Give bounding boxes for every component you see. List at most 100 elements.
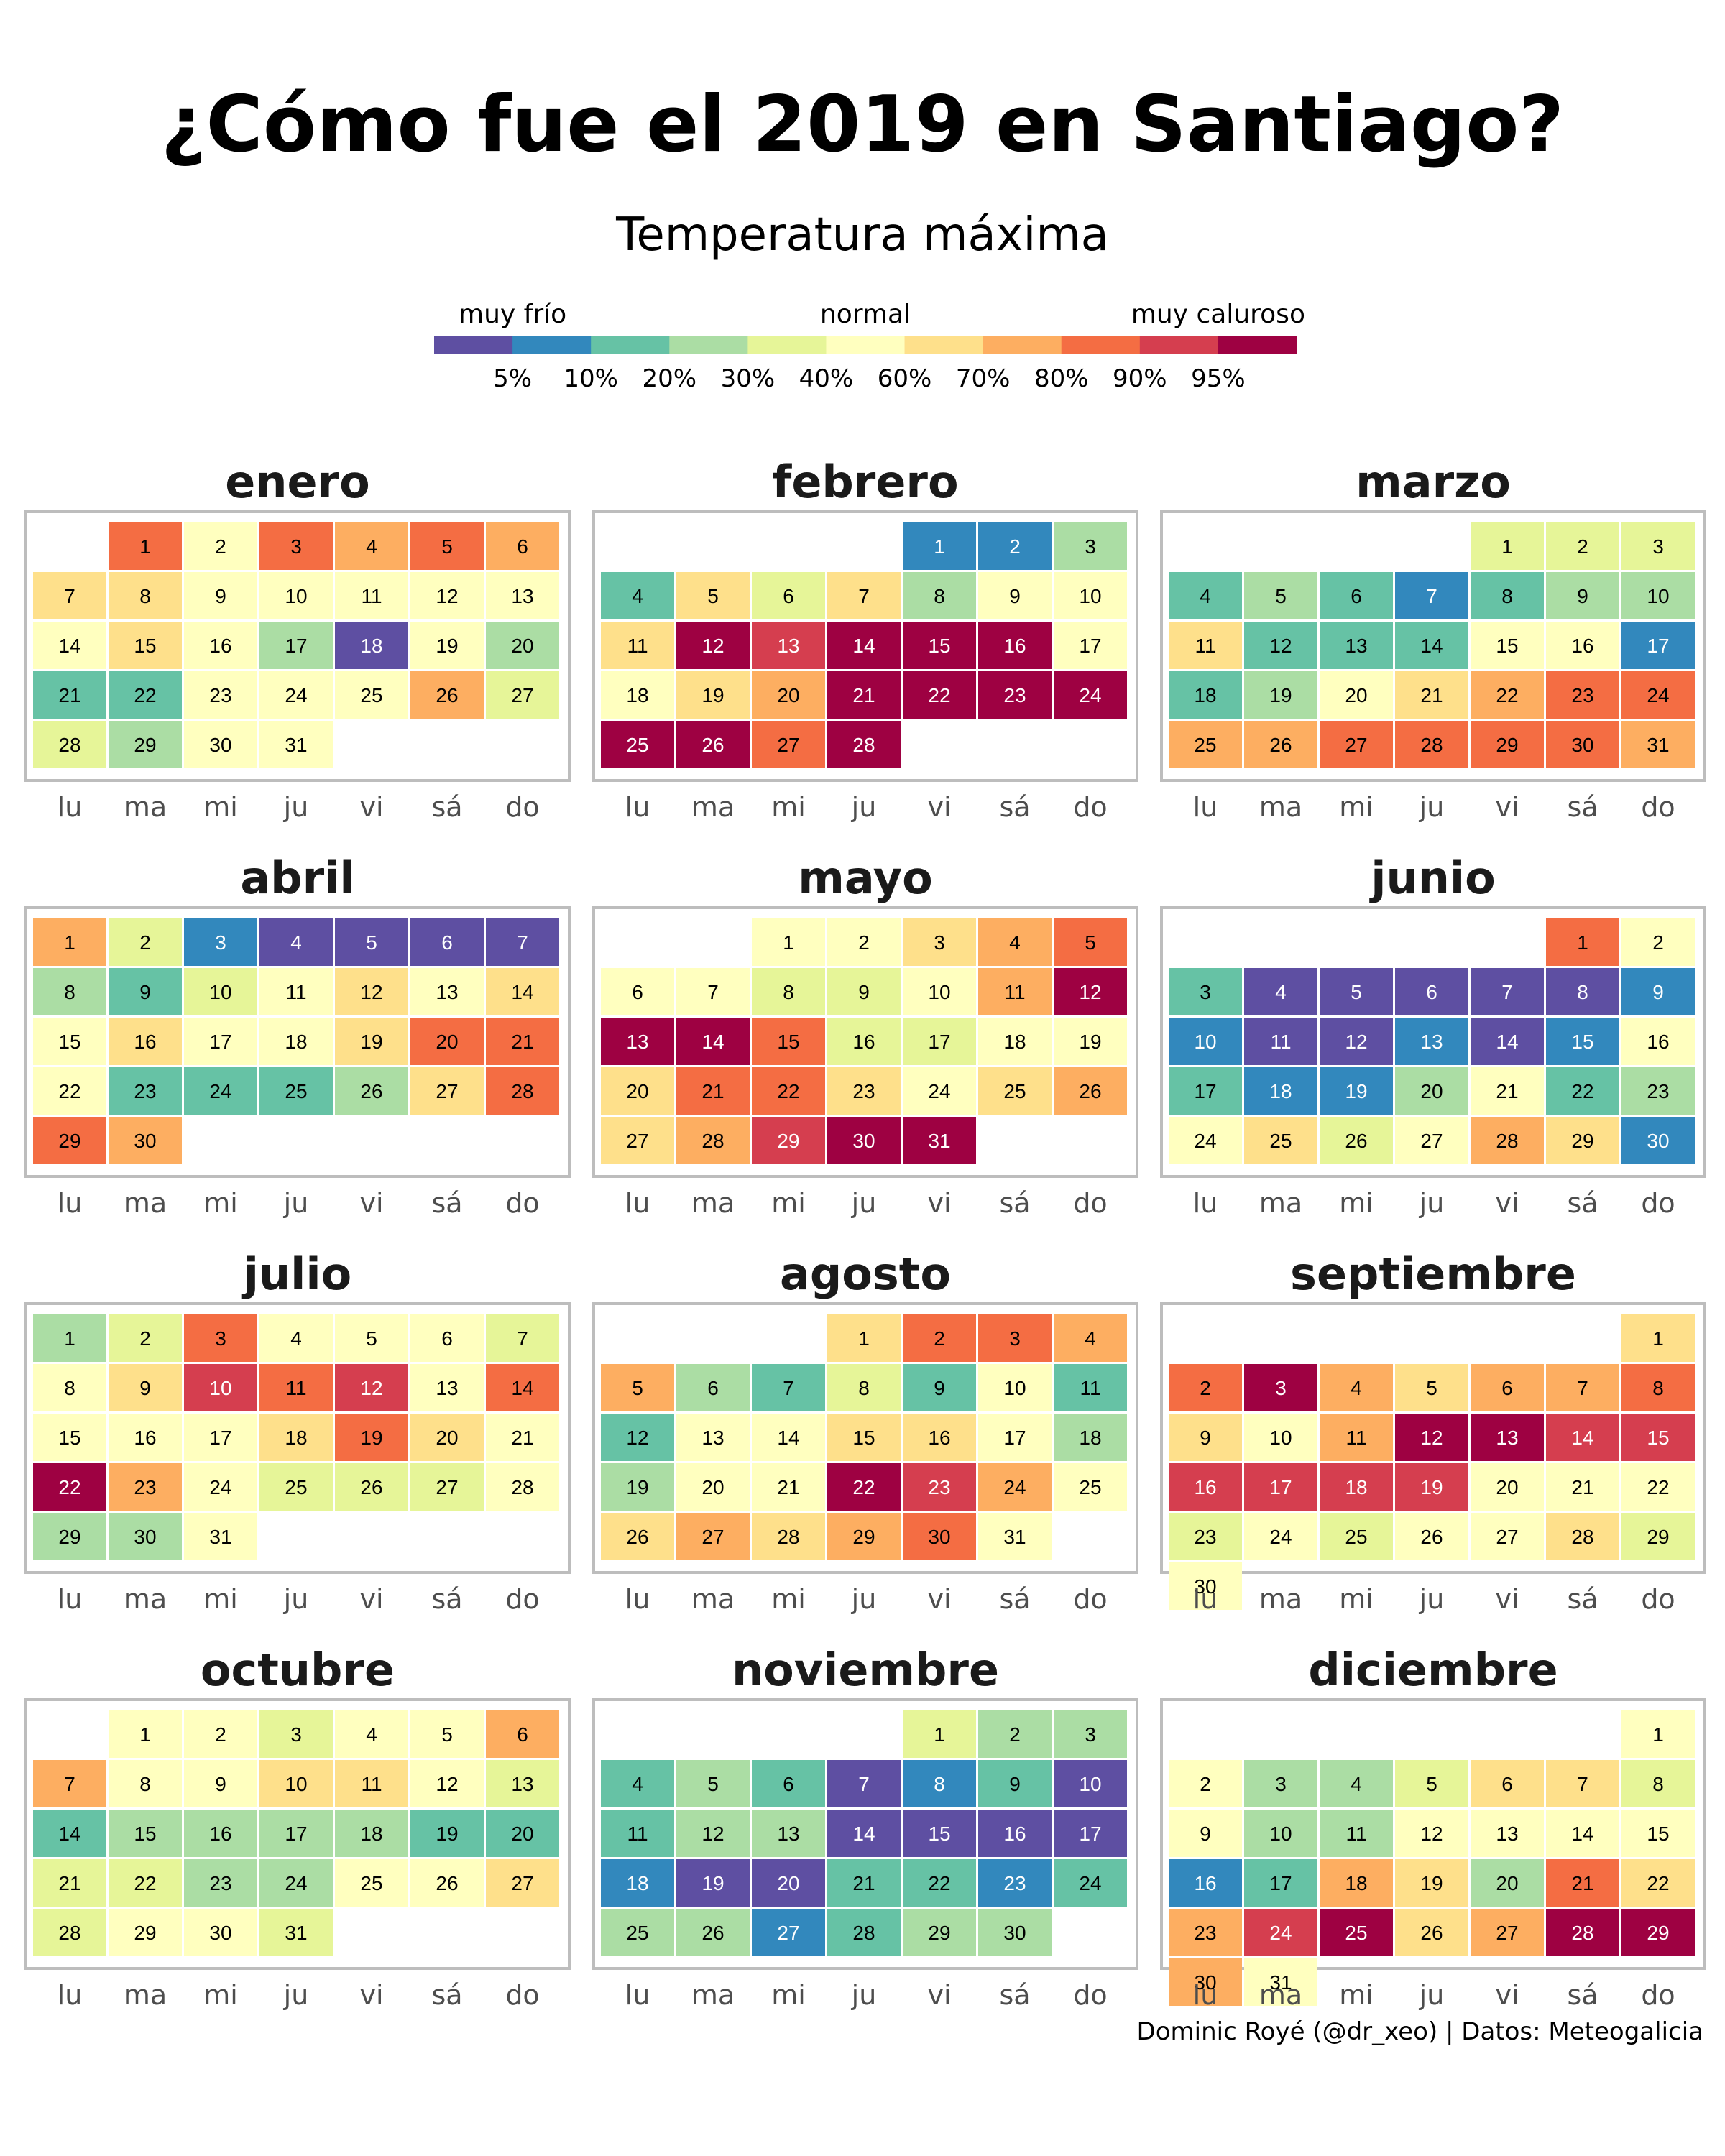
day-cell (1244, 671, 1317, 719)
day-number: 1 (64, 1327, 75, 1350)
day-number: 19 (1269, 684, 1292, 706)
day-number: 11 (361, 585, 382, 607)
day-cell (410, 572, 484, 619)
day-number: 17 (1269, 1476, 1292, 1498)
day-cell (1169, 1364, 1242, 1411)
day-number: 11 (285, 981, 306, 1003)
day-number: 9 (1652, 981, 1664, 1003)
day-number: 22 (852, 1476, 875, 1498)
day-cell (1244, 1364, 1317, 1411)
day-number: 19 (702, 1872, 724, 1894)
day-cell (676, 622, 750, 669)
day-number: 9 (215, 585, 226, 607)
day-number: 19 (360, 1031, 382, 1053)
weekday-label: vi (1495, 1187, 1519, 1219)
day-cell (109, 721, 182, 768)
day-number: 8 (934, 1773, 945, 1795)
day-cell (601, 1513, 674, 1560)
day-cell (978, 1710, 1052, 1758)
day-number: 9 (139, 1377, 151, 1399)
day-number: 18 (626, 684, 648, 706)
day-cell (827, 1859, 901, 1907)
day-number: 3 (1275, 1773, 1287, 1795)
day-cell (33, 1314, 106, 1362)
day-number: 8 (783, 981, 794, 1003)
day-number: 2 (1200, 1773, 1211, 1795)
day-number: 2 (1652, 931, 1664, 954)
day-number: 20 (1496, 1872, 1518, 1894)
day-number: 25 (626, 1922, 648, 1944)
legend-tick-label: 80% (1034, 364, 1089, 393)
day-number: 27 (511, 684, 533, 706)
day-number: 2 (1009, 1723, 1021, 1746)
day-cell (33, 1810, 106, 1857)
day-cell (109, 1760, 182, 1807)
day-number: 27 (702, 1526, 724, 1548)
day-cell (676, 1859, 750, 1907)
day-number: 29 (58, 1526, 80, 1548)
day-number: 23 (134, 1080, 156, 1102)
weekday-label: do (1073, 791, 1107, 823)
chart-title: ¿Cómo fue el 2019 en Santiago? (160, 80, 1565, 170)
weekday-label: ju (283, 791, 309, 823)
day-number: 8 (1652, 1773, 1664, 1795)
day-cell (601, 1067, 674, 1115)
day-number: 7 (1577, 1377, 1588, 1399)
day-cell (259, 1414, 333, 1461)
day-number: 31 (209, 1526, 231, 1548)
day-cell (33, 1067, 106, 1115)
weekday-label: sá (431, 1187, 462, 1219)
day-number: 5 (441, 535, 453, 558)
day-number: 17 (928, 1031, 950, 1053)
day-number: 4 (366, 1723, 377, 1746)
day-cell (1546, 1067, 1619, 1115)
weekday-label: sá (999, 1583, 1030, 1615)
day-number: 4 (632, 1773, 643, 1795)
day-cell (676, 572, 750, 619)
day-cell (1320, 1909, 1393, 1956)
day-cell (486, 1414, 559, 1461)
day-cell (1546, 1513, 1619, 1560)
day-number: 13 (436, 981, 458, 1003)
day-number: 19 (1420, 1872, 1443, 1894)
day-cell (1054, 1859, 1127, 1907)
day-number: 3 (215, 931, 226, 954)
weekday-label: do (1641, 1583, 1675, 1615)
weekday-label: lu (625, 1187, 650, 1219)
day-number: 29 (852, 1526, 875, 1548)
day-cell (259, 968, 333, 1015)
day-cell (335, 1314, 408, 1362)
day-number: 8 (1652, 1377, 1664, 1399)
day-cell (486, 622, 559, 669)
day-cell (601, 1760, 674, 1807)
weekday-label: mi (1339, 1979, 1374, 2011)
day-number: 21 (777, 1476, 799, 1498)
weekday-label: ju (283, 1187, 309, 1219)
day-cell (1471, 572, 1544, 619)
month-title: febrero (772, 456, 958, 508)
day-cell (109, 1859, 182, 1907)
day-cell (903, 1117, 976, 1164)
day-cell (259, 1463, 333, 1511)
day-number: 26 (702, 734, 724, 756)
day-cell (1244, 1414, 1317, 1461)
day-number: 21 (702, 1080, 724, 1102)
weekday-label: sá (431, 1583, 462, 1615)
legend-swatch (904, 336, 984, 354)
day-number: 26 (1420, 1526, 1443, 1548)
day-cell (335, 671, 408, 719)
day-number: 22 (928, 684, 950, 706)
day-cell (1244, 1909, 1317, 1956)
day-cell (1320, 622, 1393, 669)
day-cell (903, 1414, 976, 1461)
day-number: 2 (215, 1723, 226, 1746)
weekday-label: vi (927, 1583, 951, 1615)
day-number: 13 (436, 1377, 458, 1399)
legend-category-label: muy frío (459, 300, 566, 329)
day-number: 6 (517, 1723, 528, 1746)
day-number: 5 (1085, 931, 1096, 954)
day-number: 26 (360, 1080, 382, 1102)
day-number: 30 (1647, 1130, 1669, 1152)
